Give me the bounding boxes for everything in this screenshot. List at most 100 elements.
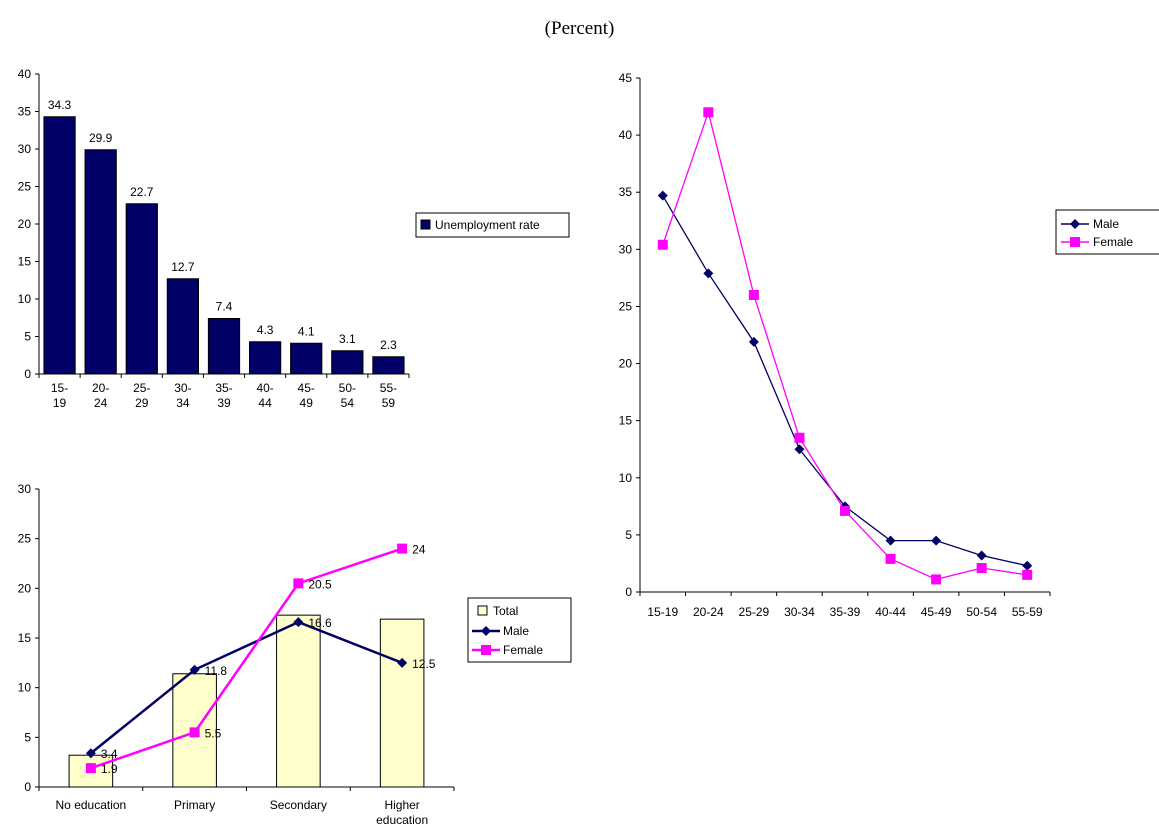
- marker: [657, 190, 668, 201]
- y-tick: 25: [18, 532, 39, 546]
- y-tick: 25: [18, 180, 39, 194]
- x-tick-label-line: 30-: [174, 381, 191, 395]
- y-tick-label: 20: [18, 581, 32, 595]
- y-tick-label: 10: [619, 471, 633, 485]
- x-tick-label: 55-59: [1012, 605, 1043, 619]
- y-tick: 5: [625, 528, 640, 542]
- legend-box: [415, 212, 570, 238]
- x-tick-label: 25-29: [133, 381, 150, 410]
- x-tick-label-line: 40-: [256, 381, 273, 395]
- x-tick-label-line: Secondary: [270, 798, 327, 812]
- marker: [293, 617, 304, 628]
- y-tick-label: 30: [18, 482, 32, 496]
- x-tick-label: 20-24: [92, 381, 109, 410]
- y-tick: 10: [18, 292, 39, 306]
- y-tick: 20: [619, 357, 640, 371]
- legend-swatch: [420, 219, 431, 230]
- data-label: 24: [412, 543, 426, 557]
- x-tick-label-line: 20-: [92, 381, 109, 395]
- unemployment-by-age-bar-chart: 0 5 10 15 20 25 30 35 40 34.3 29.9 22.7 12.7 7.4 4.3 4.…: [18, 67, 570, 410]
- x-tick-label: 55-59: [380, 381, 397, 410]
- x-tick-label: 30-34: [174, 381, 191, 410]
- data-label: 3.1: [339, 332, 356, 346]
- y-tick-label: 30: [619, 242, 633, 256]
- data-label: 34.3: [48, 98, 72, 112]
- x-tick-label: 15-19: [647, 605, 678, 619]
- marker: [976, 550, 987, 561]
- y-tick-label: 35: [619, 185, 633, 199]
- y-tick-label: 15: [18, 255, 32, 269]
- x-tick-label-line: 45-: [298, 381, 315, 395]
- unemployment-by-age-sex-line-chart: 0 5 10 15 20 25 30 35 40 45 15-19 20-24 25-29 30-34 35…: [619, 71, 1159, 619]
- x-tick-label-line: 44: [258, 396, 272, 410]
- x-tick-label: 20-24: [693, 605, 724, 619]
- y-tick-label: 25: [619, 299, 633, 313]
- legend: Male Female: [1055, 209, 1159, 255]
- y-tick: 0: [625, 585, 640, 599]
- legend-label: Male: [503, 624, 529, 638]
- x-tick-label: 40-44: [256, 381, 273, 410]
- y-tick-label: 30: [18, 142, 32, 156]
- x-tick-label: 40-44: [875, 605, 906, 619]
- data-label: 3.4: [101, 747, 118, 761]
- y-tick: 20: [18, 217, 39, 231]
- bar: [125, 203, 158, 375]
- y-tick-label: 5: [625, 528, 632, 542]
- y-tick: 20: [18, 581, 39, 595]
- y-tick-label: 5: [24, 730, 31, 744]
- unemployment-by-education-chart: 0 5 10 15 20 25 30 No education Primary Secondary…: [18, 482, 572, 827]
- y-tick-label: 25: [18, 180, 32, 194]
- marker: [189, 664, 200, 675]
- y-tick: 0: [24, 780, 39, 794]
- data-label: 22.7: [130, 185, 154, 199]
- marker: [748, 336, 759, 347]
- x-tick-label-line: Higher: [384, 798, 419, 812]
- legend-label: Male: [1093, 217, 1119, 231]
- data-label: 16.6: [308, 616, 332, 630]
- legend-marker: [481, 645, 491, 655]
- x-tick-label: 50-54: [966, 605, 997, 619]
- data-label: 5.5: [205, 726, 222, 740]
- bar: [372, 356, 405, 375]
- data-label: 12.5: [412, 657, 436, 671]
- y-tick-label: 10: [18, 292, 32, 306]
- marker: [293, 578, 304, 589]
- x-tick-label: 35-39: [215, 381, 232, 410]
- bar: [290, 342, 323, 375]
- x-tick-label-line: 55-: [380, 381, 397, 395]
- bar: [166, 278, 200, 375]
- marker: [794, 432, 805, 443]
- series-female: 1.9 5.5 20.5 24: [85, 543, 426, 776]
- series-female: [657, 107, 1033, 585]
- y-tick-label: 20: [619, 357, 633, 371]
- y-tick-label: 25: [18, 532, 32, 546]
- y-tick: 30: [18, 142, 39, 156]
- y-tick: 35: [619, 185, 640, 199]
- page-title: (Percent): [544, 18, 615, 39]
- x-tick-label: No education: [56, 798, 127, 812]
- marker: [885, 553, 896, 564]
- y-tick: 10: [18, 681, 39, 695]
- x-tick-label: 25-29: [739, 605, 770, 619]
- y-tick: 30: [619, 242, 640, 256]
- bar: [84, 149, 117, 375]
- y-tick-label: 40: [18, 67, 32, 81]
- y-tick-label: 40: [619, 128, 633, 142]
- y-tick: 15: [18, 255, 39, 269]
- data-label: 12.7: [171, 260, 195, 274]
- x-tick-label-line: 25-: [133, 381, 150, 395]
- x-tick-label: Secondary: [270, 798, 327, 812]
- y-tick: 30: [18, 482, 39, 496]
- bar: [43, 116, 76, 375]
- marker: [189, 727, 200, 738]
- bar: [207, 318, 241, 375]
- marker: [1022, 569, 1033, 580]
- x-tick-label-line: 34: [176, 396, 190, 410]
- marker: [976, 563, 987, 574]
- y-tick: 15: [619, 414, 640, 428]
- data-label: 1.9: [101, 762, 118, 776]
- y-tick: 5: [24, 330, 39, 344]
- data-label: 2.3: [380, 338, 397, 352]
- y-tick: 35: [18, 105, 39, 119]
